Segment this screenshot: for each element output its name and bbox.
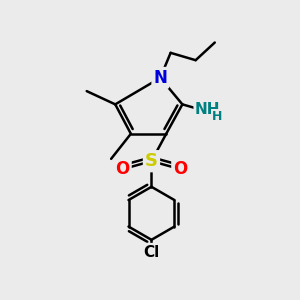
Text: Cl: Cl xyxy=(143,245,160,260)
Text: NH: NH xyxy=(195,102,220,117)
Text: O: O xyxy=(116,160,130,178)
Text: H: H xyxy=(212,110,222,123)
Text: S: S xyxy=(145,152,158,170)
Text: N: N xyxy=(153,69,167,87)
Text: O: O xyxy=(173,160,188,178)
